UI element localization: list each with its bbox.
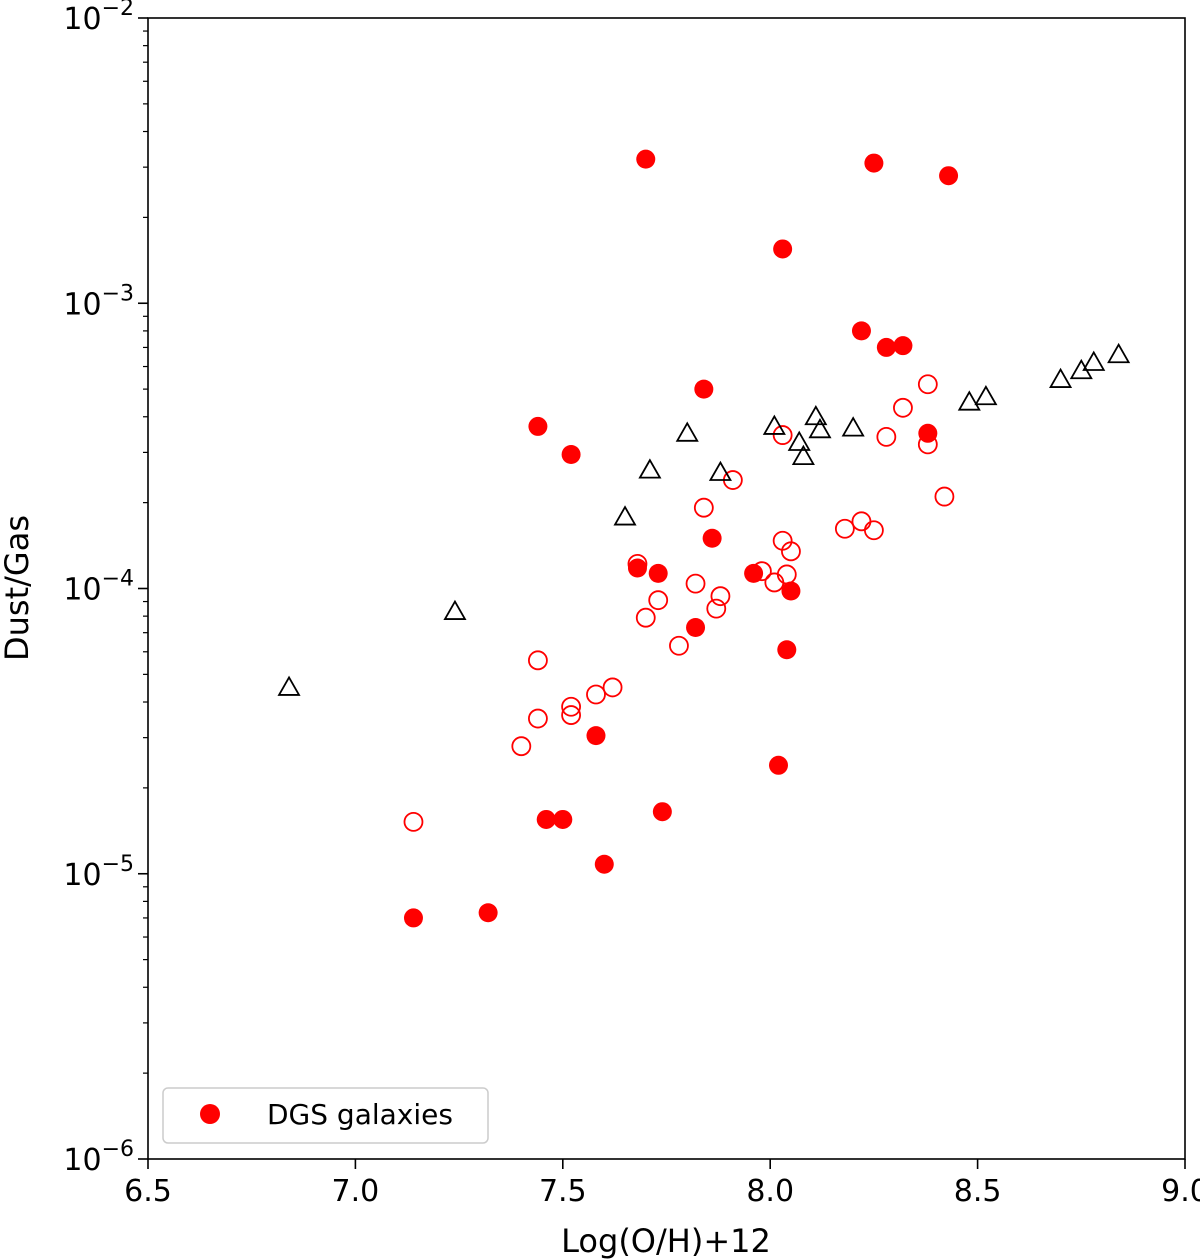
data-point-filled-circle	[403, 908, 423, 928]
data-point-filled-circle	[773, 239, 793, 259]
data-point-filled-circle	[594, 854, 614, 874]
legend-marker	[200, 1104, 220, 1124]
data-point-open-triangle	[613, 505, 637, 526]
data-point-open-circle	[706, 598, 727, 619]
data-point-open-circle	[627, 553, 648, 574]
data-point-open-circle	[772, 425, 793, 445]
data-point-open-circle	[669, 635, 689, 656]
y-tick-label: 10−2	[63, 0, 134, 37]
data-point-open-circle	[752, 561, 772, 582]
data-point-open-circle	[917, 374, 938, 395]
data-point-filled-circle	[864, 153, 884, 173]
y-tick-label: 10−4	[63, 567, 134, 608]
x-axis-label: Log(O/H)+12	[561, 1222, 771, 1259]
data-point-filled-circle	[536, 809, 556, 829]
x-tick-label: 6.5	[124, 1174, 172, 1209]
data-points	[277, 149, 1131, 928]
data-point-open-circle	[528, 708, 548, 729]
y-axis-ticks: 10−6 10−5 10−4 10−3 10−2	[63, 0, 148, 1178]
data-point-filled-circle	[648, 563, 668, 583]
legend-box	[162, 1087, 489, 1144]
data-point-open-circle	[864, 520, 884, 541]
data-point-filled-circle	[702, 528, 722, 548]
data-point-open-circle	[764, 572, 785, 593]
data-point-filled-circle	[586, 726, 606, 746]
data-point-open-circle	[781, 541, 801, 562]
data-point-open-circle	[602, 677, 623, 698]
legend-label: DGS galaxies	[267, 1098, 453, 1131]
data-point-open-circle	[876, 426, 897, 447]
data-point-open-circle	[893, 397, 913, 418]
data-point-filled-circle	[478, 903, 498, 923]
x-tick-label: 7.0	[332, 1174, 380, 1209]
data-point-open-triangle	[1069, 358, 1093, 380]
data-point-open-circle	[917, 434, 938, 455]
data-point-open-circle	[561, 705, 581, 725]
y-tick-label: 10−6	[63, 1137, 134, 1178]
data-point-open-triangle	[708, 460, 732, 481]
data-point-open-triangle	[443, 599, 467, 620]
data-point-open-circle	[934, 486, 955, 507]
data-point-filled-circle	[686, 617, 706, 637]
data-point-filled-circle	[768, 755, 788, 775]
data-point-filled-circle	[652, 802, 672, 822]
data-point-filled-circle	[528, 416, 548, 436]
data-point-filled-circle	[918, 423, 938, 443]
data-point-open-circle	[710, 586, 731, 607]
data-point-filled-circle	[627, 558, 647, 578]
data-point-open-triangle	[791, 444, 815, 466]
y-minor-ticks	[143, 30, 148, 1074]
x-tick-label: 7.5	[539, 1174, 587, 1209]
data-point-open-circle	[685, 573, 706, 594]
data-point-open-triangle	[957, 390, 981, 411]
data-point-filled-circle	[636, 149, 656, 169]
x-tick-label: 8.5	[954, 1174, 1002, 1209]
data-point-open-circle	[561, 696, 581, 717]
x-axis-ticks: 6.5 7.0 7.5 8.0 8.5 9.0	[124, 1159, 1200, 1209]
data-point-filled-circle	[851, 321, 871, 341]
data-point-open-circle	[528, 650, 548, 671]
data-point-filled-circle	[694, 379, 714, 399]
data-point-open-triangle	[277, 675, 301, 696]
data-point-filled-circle	[561, 444, 581, 464]
data-point-filled-circle	[553, 809, 573, 829]
x-tick-label: 8.0	[746, 1174, 794, 1209]
data-point-open-circle	[693, 497, 714, 518]
data-point-open-triangle	[808, 418, 832, 439]
data-point-open-triangle	[675, 421, 699, 442]
data-point-open-circle	[586, 684, 606, 705]
y-axis-label: Dust/Gas	[0, 515, 36, 661]
data-point-filled-circle	[777, 640, 797, 660]
data-point-open-triangle	[1049, 367, 1073, 388]
data-point-open-triangle	[1107, 342, 1131, 364]
data-point-filled-circle	[876, 337, 896, 357]
data-point-open-circle	[834, 518, 855, 539]
data-point-open-circle	[511, 736, 532, 757]
x-tick-label: 9.0	[1161, 1174, 1200, 1209]
data-point-open-triangle	[787, 430, 811, 451]
data-point-open-triangle	[762, 414, 786, 435]
y-tick-label: 10−3	[63, 281, 134, 322]
data-point-open-triangle	[841, 416, 865, 437]
data-point-filled-circle	[781, 581, 801, 601]
data-point-open-triangle	[974, 384, 998, 406]
data-point-open-triangle	[638, 458, 662, 479]
plot-frame	[147, 17, 1186, 1160]
y-tick-label: 10−5	[63, 852, 134, 893]
legend: DGS galaxies	[162, 1087, 489, 1144]
data-point-open-triangle	[804, 404, 828, 426]
data-point-open-circle	[635, 607, 656, 628]
data-point-open-circle	[403, 811, 424, 832]
data-point-filled-circle	[893, 336, 913, 356]
data-point-open-circle	[648, 590, 669, 611]
data-point-filled-circle	[939, 166, 959, 186]
data-point-open-triangle	[1082, 350, 1106, 371]
